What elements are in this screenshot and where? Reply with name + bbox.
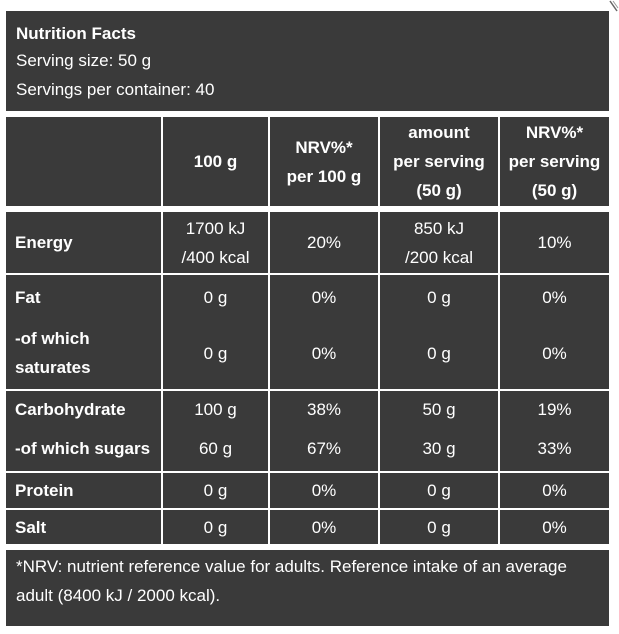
sugars-nrv-serving: 33% xyxy=(537,438,572,458)
protein-nrv-100g: 0% xyxy=(311,481,337,500)
salt-per-100g: 0 g xyxy=(203,517,228,537)
row-divider xyxy=(6,389,609,391)
carbohydrate-nrv-serving: 19% xyxy=(537,399,572,419)
sugars-per-serving: 30 g xyxy=(422,438,456,458)
row-divider xyxy=(6,471,609,473)
row-label-carbohydrate: Carbohydrate xyxy=(15,399,126,419)
servings-per-container: Servings per container: 40 xyxy=(16,80,215,99)
corner-bracket-icon xyxy=(609,0,619,12)
fat-per-100g: 0 g xyxy=(203,287,228,307)
salt-nrv-100g: 0% xyxy=(311,517,337,537)
header-divider xyxy=(6,111,609,117)
saturates-per-100g: 0 g xyxy=(203,343,228,363)
label-header: Nutrition Facts Serving size: 50 g Servi… xyxy=(16,21,214,104)
fat-per-serving: 0 g xyxy=(427,287,451,307)
protein-per-serving: 0 g xyxy=(427,481,451,500)
fat-nrv-100g: 0% xyxy=(311,287,337,307)
saturates-nrv-serving: 0% xyxy=(542,343,567,363)
row-label-sugars: -of which sugars xyxy=(15,438,151,458)
saturates-per-serving: 0 g xyxy=(427,343,451,363)
energy-nrv-100g: 20% xyxy=(306,233,342,252)
sugars-nrv-100g: 67% xyxy=(306,438,342,458)
row-divider xyxy=(6,273,609,275)
salt-nrv-serving: 0% xyxy=(542,517,567,537)
fat-nrv-serving: 0% xyxy=(542,287,567,307)
label-title: Nutrition Facts xyxy=(16,24,136,43)
carbohydrate-per-serving: 50 g xyxy=(422,399,456,419)
protein-per-100g: 0 g xyxy=(203,481,228,500)
row-label-protein: Protein xyxy=(15,481,74,500)
column-header-nrv-per-serving: NRV%* per serving (50 g) xyxy=(508,123,601,200)
row-label-salt: Salt xyxy=(15,517,47,537)
column-divider xyxy=(378,117,380,544)
column-header-nrv-100g: NRV%* per 100 g xyxy=(286,137,362,186)
row-label-energy: Energy xyxy=(15,233,73,252)
nrv-footnote: *NRV: nutrient reference value for adult… xyxy=(16,557,567,605)
column-header-amount-per-serving: amount per serving (50 g) xyxy=(393,123,485,200)
carbohydrate-nrv-100g: 38% xyxy=(306,399,342,419)
nutrition-facts-label: Nutrition Facts Serving size: 50 g Servi… xyxy=(4,9,611,628)
sugars-per-100g: 60 g xyxy=(198,438,233,458)
salt-per-serving: 0 g xyxy=(427,517,451,537)
column-divider xyxy=(498,117,500,544)
row-label-fat: Fat xyxy=(15,287,41,307)
carbohydrate-per-100g: 100 g xyxy=(194,399,237,419)
row-label-saturates: -of which saturates xyxy=(15,329,91,377)
protein-nrv-serving: 0% xyxy=(542,481,567,500)
column-header-divider xyxy=(6,206,609,212)
energy-nrv-serving: 10% xyxy=(537,233,572,252)
energy-per-serving: 850 kJ/200 kcal xyxy=(404,218,474,267)
column-divider xyxy=(161,117,163,544)
serving-size: Serving size: 50 g xyxy=(16,51,152,70)
energy-per-100g: 1700 kJ/400 kcal xyxy=(181,218,250,267)
row-divider xyxy=(6,508,609,510)
column-divider xyxy=(268,117,270,544)
footer-divider xyxy=(6,544,609,550)
saturates-nrv-100g: 0% xyxy=(311,343,337,363)
column-header-per-100g: 100 g xyxy=(193,152,238,171)
